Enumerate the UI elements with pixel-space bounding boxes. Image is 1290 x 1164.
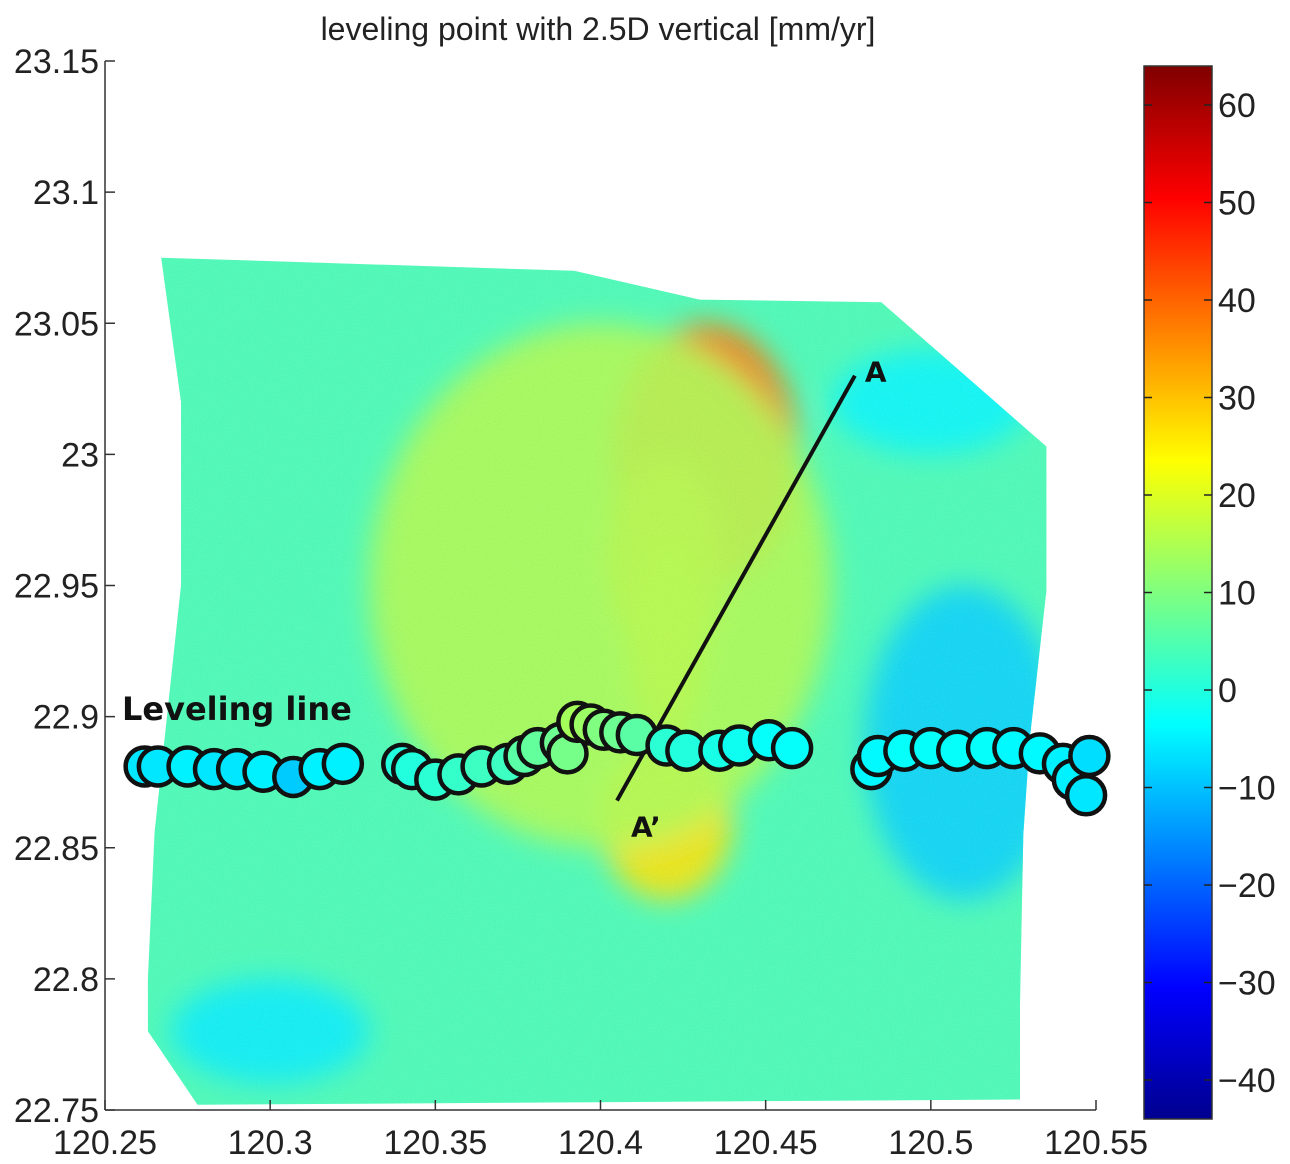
leveling-point (1064, 774, 1108, 817)
colorbar-tick-label: 60 (1218, 87, 1256, 125)
y-tick-label: 23.15 (14, 43, 99, 81)
deformation-field (147, 257, 1047, 1105)
colorbar-tick-label: −20 (1218, 867, 1276, 905)
x-tick-label: 120.3 (228, 1124, 313, 1162)
colorbar-tick-label: −10 (1218, 770, 1276, 808)
x-tick-label: 120.35 (383, 1124, 487, 1162)
y-tick-label: 23 (61, 436, 99, 474)
colorbar-tick-label: −40 (1218, 1062, 1276, 1100)
leveling-point (321, 742, 365, 786)
plot-axes: 23.1523.123.052322.9522.922.8522.822.751… (14, 43, 1148, 1162)
y-tick-label: 22.75 (14, 1092, 99, 1130)
x-tick-label: 120.5 (888, 1124, 973, 1162)
colorbar-tick-label: 50 (1218, 185, 1256, 223)
x-tick-label: 120.4 (558, 1124, 643, 1162)
chart-title: leveling point with 2.5D vertical [mm/yr… (321, 11, 876, 47)
speckle-texture (147, 257, 1047, 1105)
leveling-point (1068, 734, 1111, 778)
colorbar-tick-label: 30 (1218, 380, 1256, 418)
leveling-line-label: Leveling line (122, 690, 352, 728)
colorbar-tick-label: 10 (1218, 575, 1256, 613)
colorbar: 60 50 40 30 20 10 0 −10 −20 −30 −40 (1143, 65, 1276, 1120)
y-tick-label: 23.05 (14, 305, 99, 343)
colorbar-gradient (1143, 65, 1213, 1120)
y-tick-label: 23.1 (33, 174, 99, 212)
colorbar-tick-label: 20 (1218, 477, 1256, 515)
profile-label-start: A (865, 356, 887, 389)
y-tick-label: 22.9 (33, 699, 99, 737)
profile-label-end: A’ (631, 811, 661, 844)
leveling-points (123, 700, 1111, 817)
x-tick-label: 120.25 (53, 1124, 157, 1162)
colorbar-tick-label: 40 (1218, 282, 1256, 320)
x-tick-label: 120.45 (714, 1124, 818, 1162)
y-tick-label: 22.8 (33, 961, 99, 999)
colorbar-tick-label: 0 (1218, 672, 1237, 710)
x-tick-label: 120.55 (1044, 1124, 1148, 1162)
leveling-point (770, 726, 814, 770)
colorbar-tick-label: −30 (1218, 965, 1276, 1003)
y-tick-label: 22.85 (14, 830, 99, 868)
y-tick-label: 22.95 (14, 568, 99, 606)
